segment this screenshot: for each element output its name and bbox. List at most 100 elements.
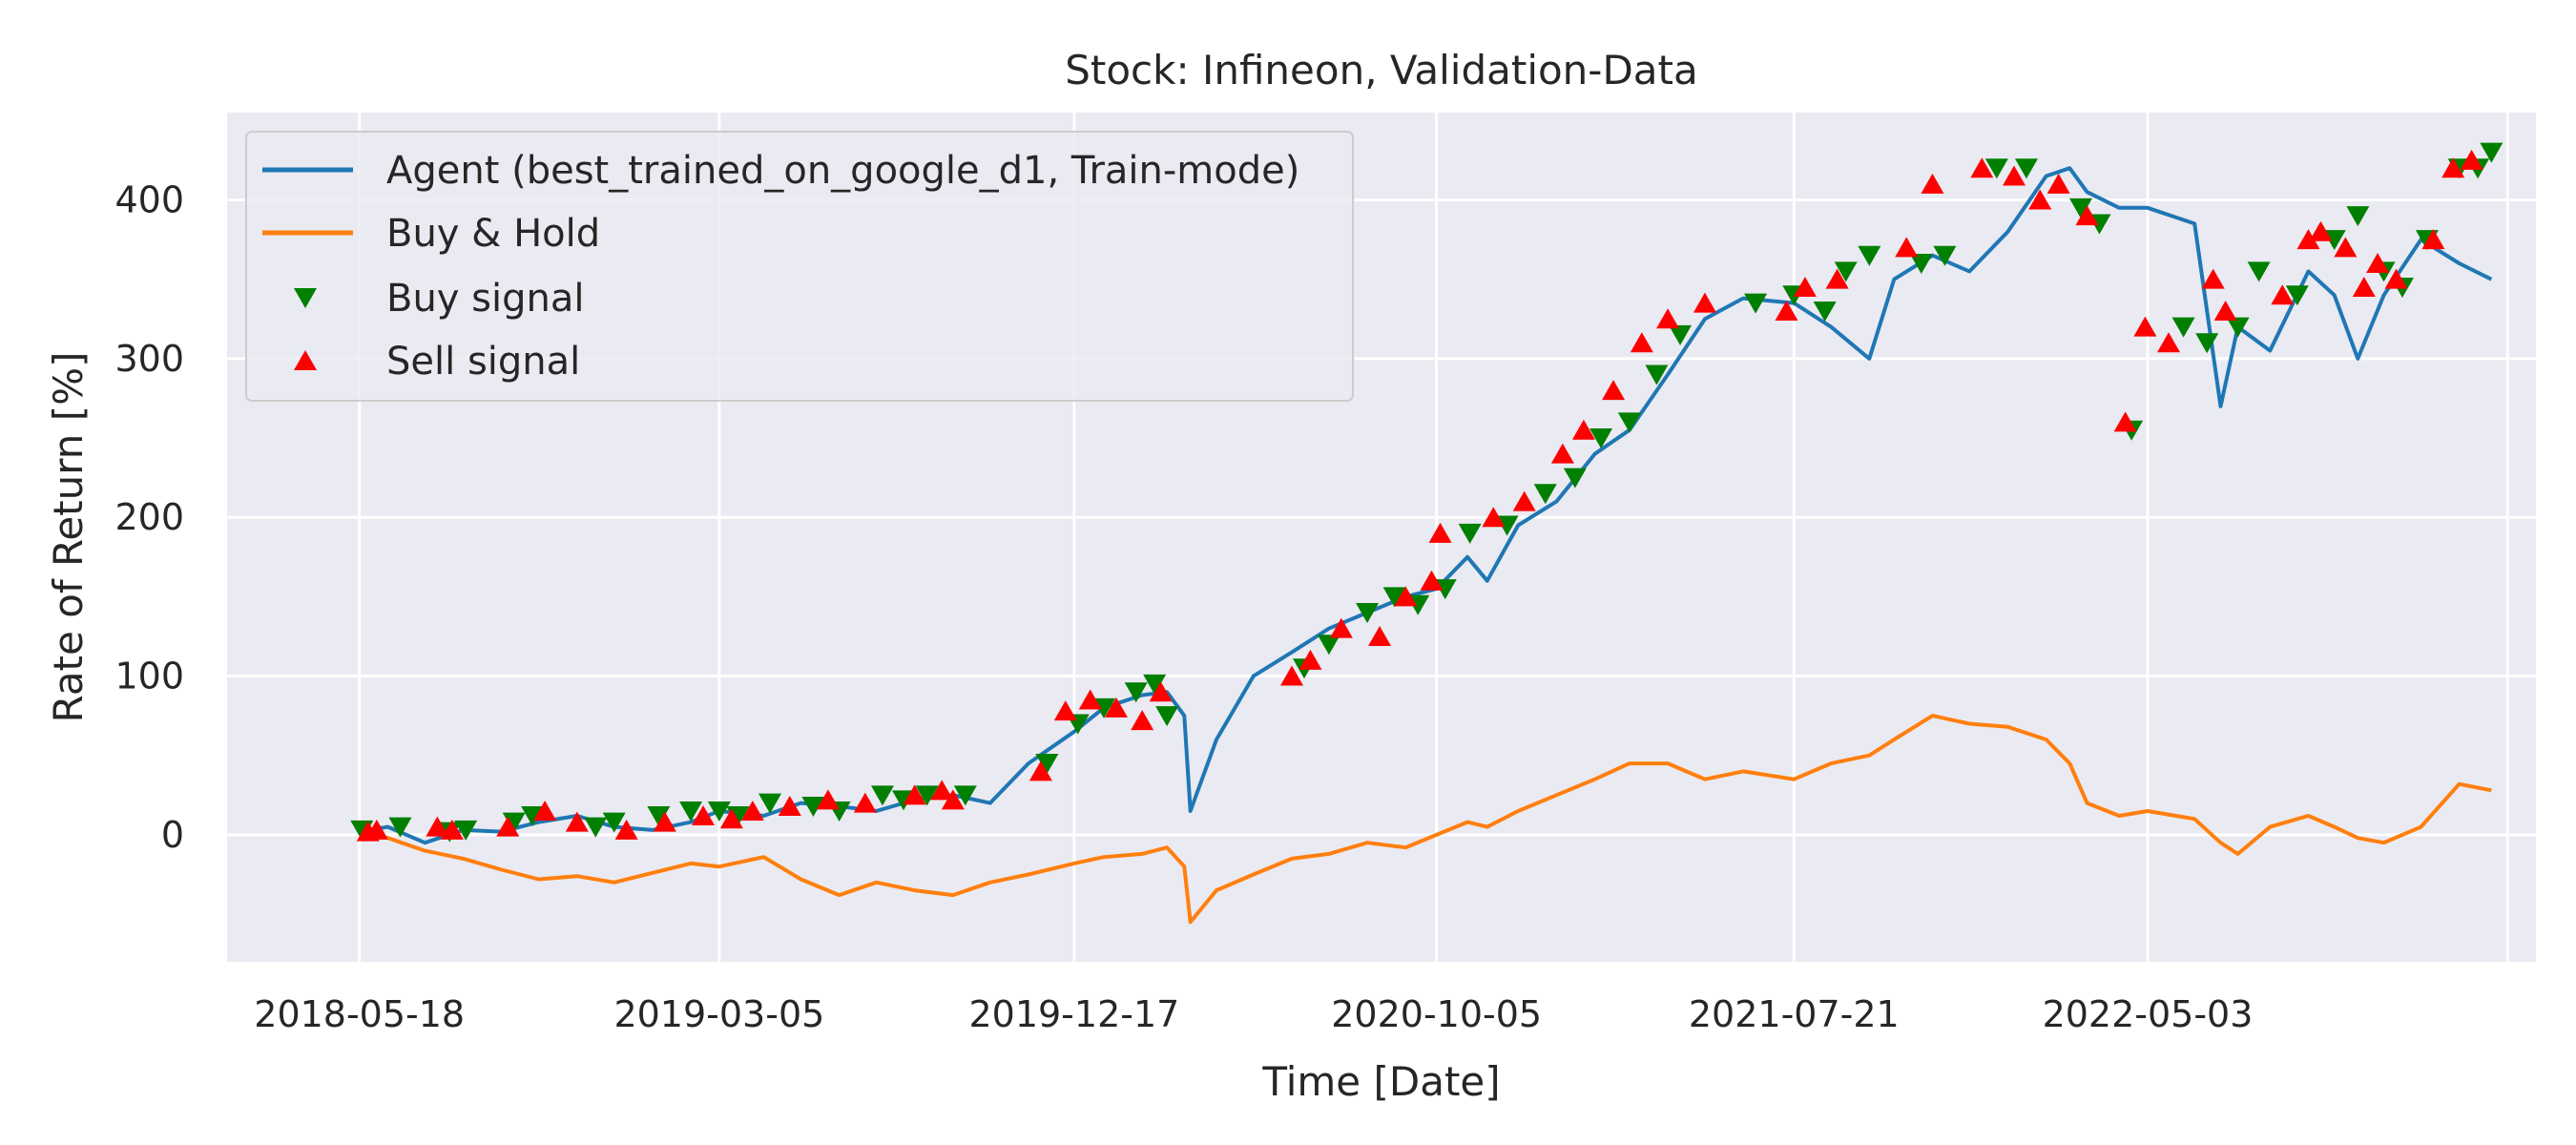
sell-signal-marker bbox=[853, 792, 877, 813]
y-axis-label: Rate of Return [%] bbox=[45, 352, 92, 723]
sell-signal-marker bbox=[533, 800, 557, 821]
buy-signal-marker bbox=[1669, 324, 1693, 345]
sell-signal-marker bbox=[1394, 586, 1418, 607]
sell-signal-marker bbox=[1298, 649, 1322, 670]
legend-sell-label: Sell signal bbox=[386, 340, 580, 384]
sell-signal-marker bbox=[1921, 173, 1944, 194]
sell-signal-marker bbox=[2213, 300, 2237, 321]
buy-signal-marker bbox=[1909, 254, 1933, 275]
buy-signal-marker bbox=[647, 805, 671, 826]
x-tick-label: 2018-05-18 bbox=[254, 993, 465, 1035]
buy-signal-marker bbox=[953, 785, 977, 806]
sell-signal-marker bbox=[2366, 253, 2390, 274]
buy-signal-marker bbox=[1645, 364, 1669, 385]
sell-signal-marker bbox=[1630, 332, 1653, 353]
marker-layer bbox=[350, 142, 2503, 843]
sell-signal-marker bbox=[1793, 276, 1817, 297]
y-tick-label: 400 bbox=[114, 178, 184, 220]
sell-signal-marker bbox=[1693, 292, 1716, 313]
x-axis-label: Time [Date] bbox=[1261, 1058, 1500, 1105]
x-tick-label: 2020-10-05 bbox=[1331, 993, 1542, 1035]
buy-signal-marker bbox=[1834, 261, 1858, 282]
legend-agent-label: Agent (best_trained_on_google_d1, Train-… bbox=[386, 149, 1299, 193]
x-axis-ticks: 2018-05-18 2019-03-05 2019-12-17 2020-10-05… bbox=[254, 993, 2253, 1035]
sell-signal-marker bbox=[614, 819, 638, 840]
sell-signal-marker bbox=[1571, 419, 1595, 440]
buy-signal-marker bbox=[602, 812, 626, 833]
x-tick-label: 2022-05-03 bbox=[2043, 993, 2254, 1035]
sell-signal-marker bbox=[1420, 570, 1444, 591]
sell-signal-marker bbox=[1131, 710, 1154, 731]
sell-signal-marker bbox=[1970, 157, 1994, 178]
sell-signal-marker bbox=[364, 819, 388, 840]
sell-signal-marker bbox=[930, 780, 954, 801]
legend-box bbox=[245, 131, 1354, 402]
chart-title: Stock: Infineon, Validation-Data bbox=[1065, 47, 1698, 94]
buy-signal-marker bbox=[1143, 674, 1167, 695]
sell-signal-marker bbox=[1656, 308, 1680, 329]
sell-signal-marker bbox=[2046, 173, 2070, 194]
sell-signal-marker bbox=[1078, 689, 1102, 710]
sell-signal-marker bbox=[565, 811, 589, 832]
sell-signal-marker bbox=[2334, 237, 2358, 258]
sell-signal-marker bbox=[2075, 205, 2099, 226]
buy-signal-marker bbox=[2226, 317, 2250, 338]
buy-signal-marker bbox=[388, 817, 412, 838]
buy-signal-marker bbox=[1317, 635, 1340, 656]
legend-buyhold-label: Buy & Hold bbox=[386, 212, 600, 256]
sell-signal-marker bbox=[2113, 411, 2137, 432]
sell-signal-marker bbox=[2296, 229, 2320, 250]
buy-signal-marker bbox=[521, 805, 545, 826]
sell-signal-marker bbox=[1053, 700, 1077, 721]
buy-signal-marker bbox=[2068, 198, 2092, 219]
buy-signal-marker bbox=[1035, 754, 1059, 775]
sell-signal-marker bbox=[2441, 157, 2465, 178]
buy-signal-marker bbox=[801, 796, 825, 817]
sell-signal-marker bbox=[692, 804, 716, 825]
buy-hold-series-line bbox=[359, 714, 2492, 925]
sell-signal-marker bbox=[2460, 149, 2483, 170]
sell-signal-marker bbox=[903, 784, 926, 805]
buy-signal-marker bbox=[1589, 428, 1613, 449]
buy-signal-marker bbox=[1382, 587, 1406, 608]
y-axis-ticks: 0 100 200 300 400 bbox=[114, 178, 184, 855]
buy-signal-marker bbox=[1533, 484, 1557, 505]
sell-signal-marker bbox=[2201, 268, 2225, 289]
buy-signal-marker bbox=[1617, 412, 1641, 433]
buy-signal-marker bbox=[1933, 245, 1957, 266]
x-tick-label: 2021-07-21 bbox=[1689, 993, 1900, 1035]
sell-signal-marker bbox=[2309, 220, 2333, 241]
buy-signal-marker bbox=[1563, 468, 1587, 489]
sell-signal-marker bbox=[1825, 268, 1849, 289]
buy-signal-marker bbox=[1155, 706, 1179, 727]
sell-signal-marker bbox=[2003, 165, 2026, 186]
y-tick-label: 100 bbox=[114, 656, 184, 697]
buy-signal-marker bbox=[2346, 206, 2370, 227]
sell-signal-marker bbox=[1149, 681, 1173, 702]
buy-signal-marker bbox=[2480, 142, 2503, 163]
buy-signal-marker bbox=[1356, 603, 1380, 624]
sell-signal-marker bbox=[1280, 665, 1304, 686]
legend: Agent (best_trained_on_google_d1, Train-… bbox=[245, 131, 1354, 402]
x-tick-label: 2019-03-05 bbox=[613, 993, 824, 1035]
buy-signal-marker bbox=[870, 785, 894, 806]
grid bbox=[227, 113, 2536, 962]
sell-signal-marker bbox=[719, 808, 743, 829]
sell-signal-marker bbox=[496, 816, 520, 837]
legend-buy-label: Buy signal bbox=[386, 277, 585, 321]
sell-signal-marker bbox=[653, 811, 676, 832]
sell-signal-marker bbox=[2028, 189, 2052, 210]
sell-signal-marker bbox=[1482, 507, 1506, 528]
buy-signal-marker bbox=[1744, 293, 1768, 314]
buy-signal-marker bbox=[2195, 333, 2219, 354]
buy-signal-marker bbox=[1458, 523, 1482, 544]
buy-signal-marker bbox=[2014, 158, 2038, 179]
buy-signal-marker bbox=[1858, 245, 1881, 266]
buy-signal-marker bbox=[679, 801, 703, 822]
sell-signal-marker bbox=[740, 800, 764, 821]
buy-signal-marker bbox=[915, 785, 939, 806]
buy-signal-marker bbox=[454, 820, 478, 841]
sell-signal-marker bbox=[778, 795, 801, 816]
buy-signal-marker bbox=[584, 817, 608, 838]
